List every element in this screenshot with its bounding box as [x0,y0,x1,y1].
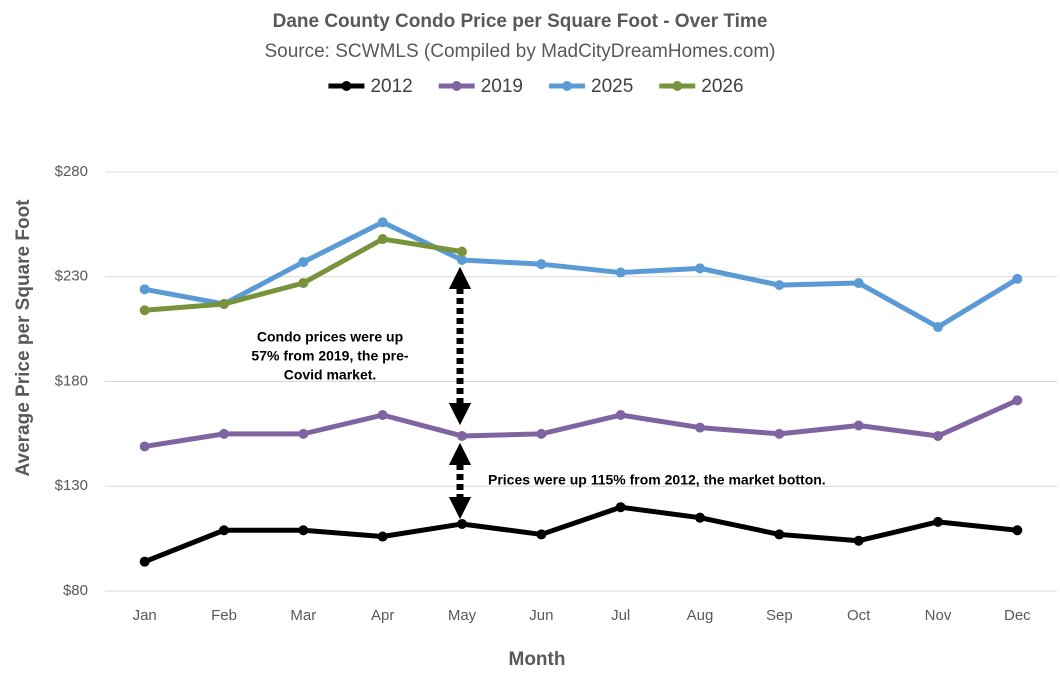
y-tick-label: $230 [55,268,88,285]
x-axis-title: Month [509,649,566,670]
plot-area: $80 $130 $180 $230 $280 Jan Feb Mar Apr May Jun Jul… [55,163,1057,624]
data-point [774,280,785,291]
data-point [695,263,705,274]
data-point [853,535,864,546]
series-line [144,398,1019,449]
annotation: Covid market. [284,367,377,383]
x-tick-label: Mar [290,607,316,624]
legend-marker [341,81,352,91]
legend-item: 2019 [438,76,523,97]
y-axis-title: Average Price per Square Foot [13,199,34,477]
x-tick-label: May [448,607,477,624]
data-point [457,246,467,257]
data-point [377,234,388,245]
legend-item: 2025 [549,76,633,97]
annotation: Condo prices were up [257,329,403,345]
x-tick-label: Jul [611,607,630,624]
data-point [695,512,705,523]
chart-subtitle: Source: SCWMLS (Compiled by MadCityDream… [264,41,775,62]
data-point [298,257,309,268]
x-tick-label: Aug [687,607,714,624]
x-tick-label: Jan [133,607,157,624]
x-tick-label: Nov [925,607,952,624]
data-point [298,278,309,289]
data-point [139,305,150,316]
chart-title: Dane County Condo Price per Square Foot … [273,11,768,32]
data-point [1012,273,1023,284]
legend-label: 2026 [701,76,743,97]
x-tick-label: Dec [1004,607,1031,624]
x-tick-label: Sep [766,607,793,624]
y-tick-label: $280 [55,163,88,180]
data-point [853,278,864,289]
annotation: Prices were up 115% from 2012, the marke… [488,472,826,488]
x-tick-label: Oct [847,607,871,624]
data-point [695,422,705,433]
data-point [219,428,229,439]
legend-item: 2026 [659,76,744,97]
data-point [219,525,229,536]
data-point [1012,395,1023,406]
legend-marker [562,81,572,91]
legend-label: 2019 [481,76,523,97]
data-point [933,322,943,333]
legend-label: 2025 [591,76,633,97]
data-point [1012,525,1023,536]
data-point [615,502,626,513]
y-tick-label: $130 [55,477,88,494]
data-point [536,428,547,439]
x-tick-label: Jun [529,607,553,624]
data-point [139,284,150,295]
data-point [774,529,785,540]
x-tick-label: Apr [371,607,394,624]
series-line [144,219,1019,330]
series-line [143,504,1018,564]
data-point [377,410,388,421]
data-point [139,556,150,567]
y-tick-label: $80 [63,582,88,599]
legend: 2012 2019 2025 2026 [328,76,744,97]
legend-marker [672,81,683,91]
data-point [615,267,626,278]
data-point [933,430,943,441]
data-point [853,420,864,431]
data-point [457,254,467,265]
legend-marker [451,81,462,91]
y-tick-label: $180 [55,372,88,389]
data-point [298,525,309,536]
data-point [615,410,626,421]
x-tick-label: Feb [211,607,237,624]
annotation: 57% from 2019, the pre- [251,348,409,364]
legend-label: 2012 [370,76,412,97]
data-point [219,298,229,309]
data-point [377,217,388,228]
data-point [298,428,309,439]
legend-item: 2012 [328,76,413,97]
data-point [457,518,467,529]
data-point [536,529,547,540]
data-point [933,516,943,527]
data-point [377,531,388,542]
data-point [536,259,547,270]
data-point [139,441,150,452]
data-point [774,428,785,439]
data-point [457,430,467,441]
